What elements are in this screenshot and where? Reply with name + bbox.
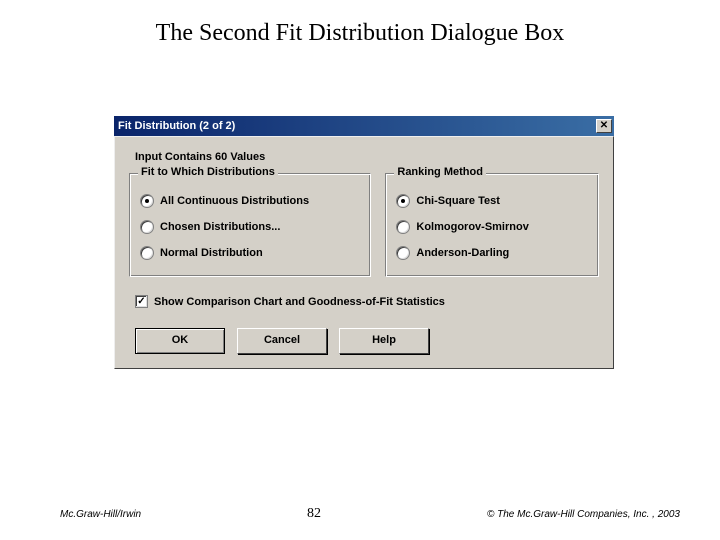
radio-icon[interactable]	[396, 220, 410, 234]
radio-icon[interactable]	[396, 194, 410, 208]
footer-right: © The Mc.Graw-Hill Companies, Inc. , 200…	[487, 509, 680, 520]
rank-option-0[interactable]: Chi-Square Test	[396, 188, 588, 214]
radio-icon[interactable]	[140, 194, 154, 208]
radio-icon[interactable]	[140, 220, 154, 234]
rank-option-label: Kolmogorov-Smirnov	[416, 221, 528, 233]
titlebar-text: Fit Distribution (2 of 2)	[118, 120, 235, 132]
dialog-window: Fit Distribution (2 of 2) ✕ Input Contai…	[114, 116, 614, 369]
fit-option-label: Normal Distribution	[160, 247, 263, 259]
rank-option-label: Chi-Square Test	[416, 195, 500, 207]
fit-option-label: Chosen Distributions...	[160, 221, 280, 233]
fit-distributions-group: Fit to Which Distributions All Continuou…	[129, 173, 371, 277]
fit-group-legend: Fit to Which Distributions	[138, 166, 278, 178]
groups-row: Fit to Which Distributions All Continuou…	[129, 173, 599, 277]
close-icon[interactable]: ✕	[596, 119, 612, 133]
slide-title: The Second Fit Distribution Dialogue Box	[0, 0, 720, 47]
cancel-button[interactable]: Cancel	[237, 328, 327, 354]
rank-option-label: Anderson-Darling	[416, 247, 509, 259]
dialog-body: Input Contains 60 Values Fit to Which Di…	[114, 136, 614, 369]
fit-option-0[interactable]: All Continuous Distributions	[140, 188, 360, 214]
help-button[interactable]: Help	[339, 328, 429, 354]
fit-option-1[interactable]: Chosen Distributions...	[140, 214, 360, 240]
input-contains-label: Input Contains 60 Values	[135, 151, 599, 163]
radio-icon[interactable]	[396, 246, 410, 260]
rank-option-1[interactable]: Kolmogorov-Smirnov	[396, 214, 588, 240]
show-comparison-checkbox[interactable]: ✓	[135, 295, 148, 308]
fit-option-label: All Continuous Distributions	[160, 195, 309, 207]
slide-footer: Mc.Graw-Hill/Irwin 82 © The Mc.Graw-Hill…	[0, 506, 720, 522]
rank-group-legend: Ranking Method	[394, 166, 486, 178]
ok-button[interactable]: OK	[135, 328, 225, 354]
show-comparison-checkbox-row[interactable]: ✓ Show Comparison Chart and Goodness-of-…	[135, 289, 599, 314]
titlebar[interactable]: Fit Distribution (2 of 2) ✕	[114, 116, 614, 136]
fit-option-2[interactable]: Normal Distribution	[140, 240, 360, 266]
footer-left: Mc.Graw-Hill/Irwin	[60, 509, 141, 520]
footer-page-number: 82	[307, 506, 321, 522]
rank-option-2[interactable]: Anderson-Darling	[396, 240, 588, 266]
ranking-method-group: Ranking Method Chi-Square TestKolmogorov…	[385, 173, 599, 277]
show-comparison-label: Show Comparison Chart and Goodness-of-Fi…	[154, 296, 445, 308]
radio-icon[interactable]	[140, 246, 154, 260]
button-row: OK Cancel Help	[135, 328, 599, 354]
